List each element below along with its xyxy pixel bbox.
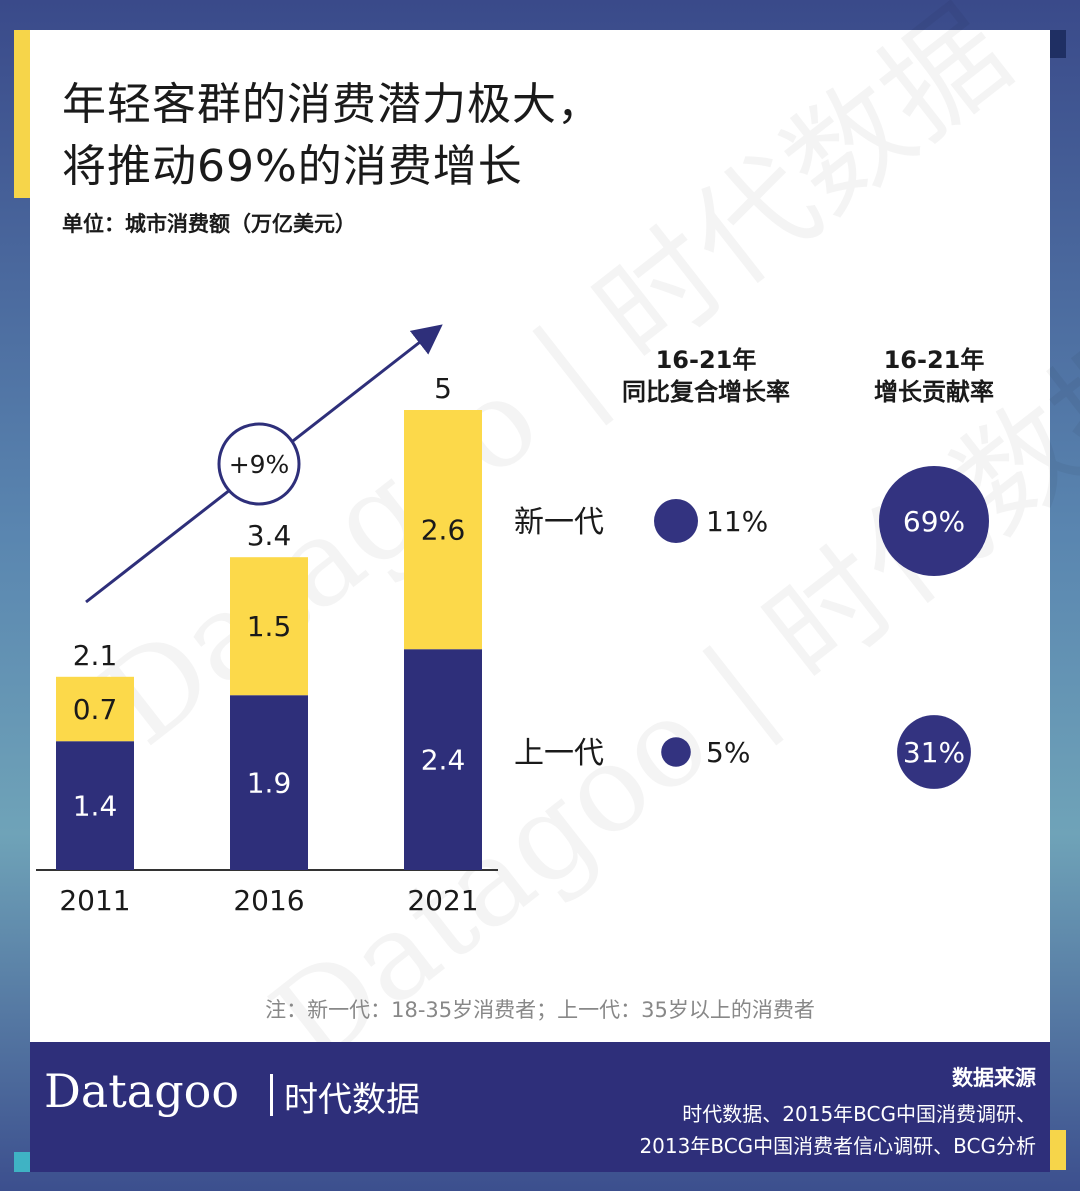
bar-value-label: 1.5 [247, 610, 292, 643]
bubble-value-label: 5% [706, 736, 750, 769]
growth-badge-label: +9% [229, 450, 290, 479]
bubble [661, 737, 691, 767]
bar-value-label: 1.4 [73, 790, 118, 823]
bar-segment [56, 676, 134, 742]
bar-value-label: 2.6 [421, 514, 466, 547]
bar-total-label: 5 [434, 372, 452, 405]
row-label: 新一代 [514, 505, 604, 540]
bar-total-label: 2.1 [73, 639, 118, 672]
bar-value-label: 1.9 [247, 767, 292, 800]
logo-divider [270, 1074, 273, 1116]
footnote: 注：新一代：18-35岁消费者；上一代：35岁以上的消费者 [265, 998, 815, 1022]
bar-segment [230, 695, 308, 870]
accent-strip-bottom-left [14, 1152, 30, 1172]
logo-chinese: 时代数据 [284, 1080, 420, 1120]
accent-strip-top-right [1050, 30, 1066, 58]
bubble-value-label: 69% [903, 505, 965, 538]
source-line-1: 时代数据、2015年BCG中国消费调研、 [682, 1102, 1036, 1126]
x-tick-label: 2016 [233, 884, 304, 917]
accent-strip-top-left [14, 30, 30, 198]
bubble-value-label: 11% [706, 505, 768, 538]
column-header: 16-21年 [656, 346, 757, 374]
bar-segment [56, 741, 134, 870]
bubble-value-label: 31% [903, 736, 965, 769]
page-title-line-2: 将推动69%的消费增长 [62, 141, 523, 192]
source-line-2: 2013年BCG中国消费者信心调研、BCG分析 [639, 1134, 1036, 1158]
x-tick-label: 2021 [407, 884, 478, 917]
content-panel [30, 30, 1050, 1042]
x-tick-label: 2011 [59, 884, 130, 917]
bubble-table: 新一代上一代16-21年同比复合增长率11%5%16-21年增长贡献率69%31… [514, 346, 994, 789]
column-header: 增长贡献率 [874, 378, 994, 406]
bubble [879, 466, 989, 576]
bar-segment [230, 557, 308, 696]
growth-badge-circle [217, 422, 301, 506]
column-header: 同比复合增长率 [622, 378, 790, 406]
bar-value-label: 0.7 [73, 693, 118, 726]
row-label: 上一代 [514, 736, 604, 771]
source-title: 数据来源 [952, 1066, 1036, 1090]
bubble [654, 499, 698, 543]
bar-value-label: 2.4 [421, 744, 466, 777]
bar-chart: 1.4 0.7 2.1 2011 1.9 1.5 3.4 2016 2.4 2.6 5 2021 [36, 372, 498, 917]
bar-total-label: 3.4 [247, 519, 292, 552]
bubble [897, 715, 971, 789]
footer-bar [30, 1042, 1050, 1172]
column-header: 16-21年 [884, 346, 985, 374]
page-title-line-1: 年轻客群的消费潜力极大， [62, 79, 602, 130]
accent-strip-bottom-right [1050, 1130, 1066, 1170]
bar-segment [404, 649, 482, 870]
unit-label: 单位：城市消费额（万亿美元） [62, 212, 356, 236]
bar-segment [404, 410, 482, 650]
logo-wordmark: Datagoo [44, 1064, 240, 1118]
